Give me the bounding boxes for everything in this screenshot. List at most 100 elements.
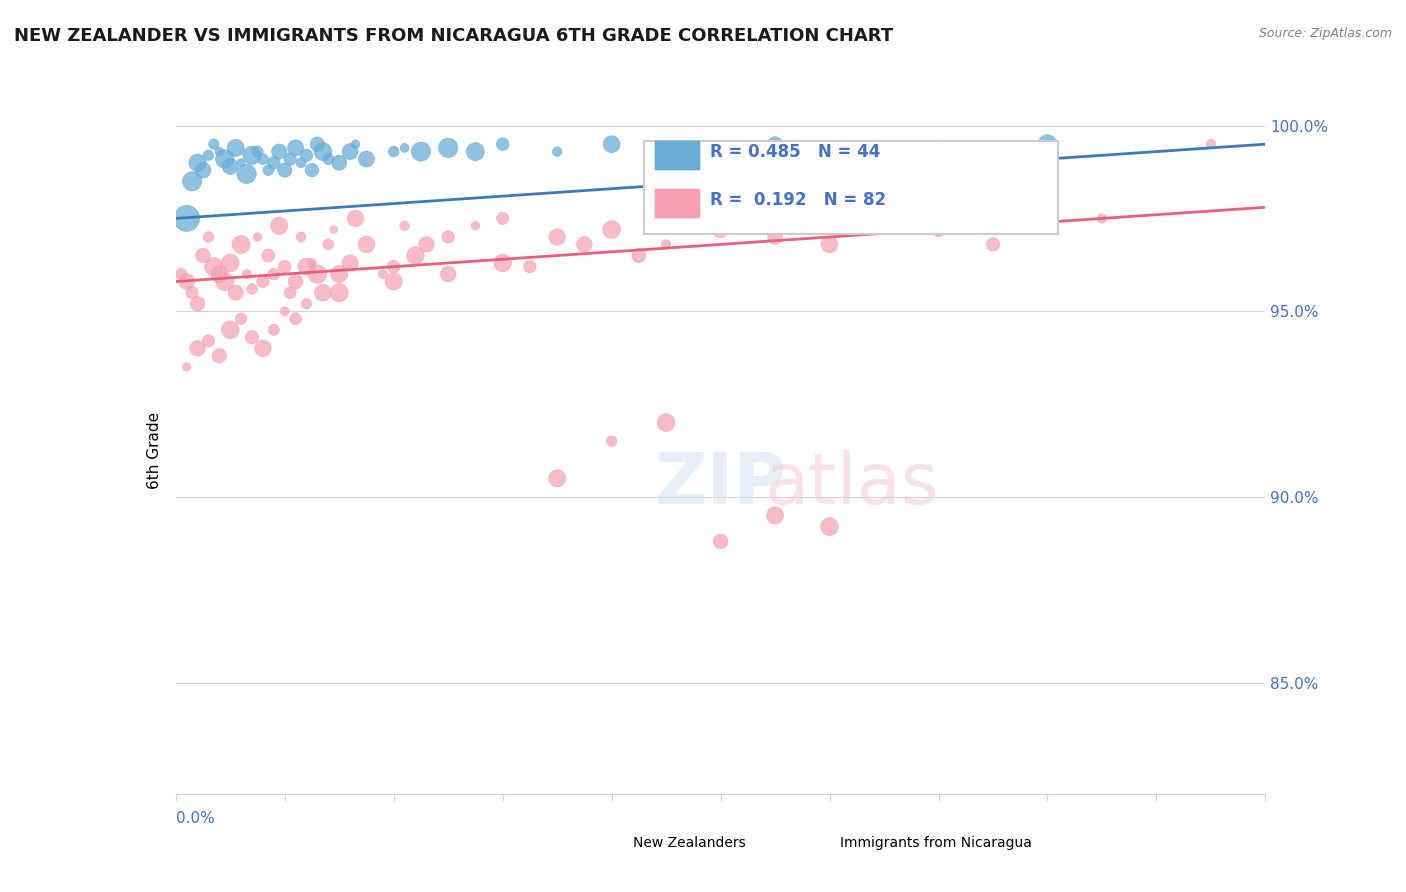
Point xyxy=(176,359,198,374)
Point xyxy=(318,152,340,166)
Point xyxy=(290,155,312,169)
Point xyxy=(464,145,486,159)
Point xyxy=(382,275,405,289)
Point xyxy=(191,163,214,178)
Point xyxy=(394,141,416,155)
Text: R =  0.192   N = 82: R = 0.192 N = 82 xyxy=(710,191,886,209)
Point xyxy=(240,330,263,344)
Point xyxy=(356,152,378,166)
Text: R = 0.485   N = 44: R = 0.485 N = 44 xyxy=(710,143,880,161)
Point xyxy=(328,267,350,281)
Point xyxy=(710,222,733,236)
Text: New Zealanders: New Zealanders xyxy=(633,837,747,850)
Point xyxy=(600,222,623,236)
Point xyxy=(208,267,231,281)
Text: Immigrants from Nicaragua: Immigrants from Nicaragua xyxy=(841,837,1032,850)
Point xyxy=(208,145,231,159)
Point xyxy=(322,222,344,236)
Point xyxy=(225,141,247,155)
Point xyxy=(382,145,405,159)
Point xyxy=(627,248,650,262)
Point xyxy=(546,145,568,159)
Point xyxy=(382,260,405,274)
Point xyxy=(176,275,198,289)
Point xyxy=(295,148,318,162)
Point xyxy=(437,230,460,244)
FancyBboxPatch shape xyxy=(644,141,1059,234)
Point xyxy=(284,275,307,289)
Point xyxy=(274,260,297,274)
Point xyxy=(263,155,285,169)
Text: R = 0.485   N = 44: R = 0.485 N = 44 xyxy=(710,143,880,161)
Point xyxy=(574,237,596,252)
Point xyxy=(214,152,236,166)
Point xyxy=(274,163,297,178)
Point xyxy=(600,434,623,449)
Point xyxy=(437,267,460,281)
Point xyxy=(219,323,242,337)
Point xyxy=(312,285,335,300)
Point xyxy=(981,237,1004,252)
Point xyxy=(546,230,568,244)
Point xyxy=(231,311,253,326)
Point xyxy=(328,155,350,169)
Point xyxy=(492,211,515,226)
Point xyxy=(928,222,950,236)
Point xyxy=(301,163,323,178)
Point xyxy=(235,267,257,281)
Point xyxy=(394,219,416,233)
Point xyxy=(344,211,367,226)
Point xyxy=(252,275,274,289)
Point xyxy=(278,152,301,166)
Point xyxy=(252,152,274,166)
Point xyxy=(763,508,786,523)
Point xyxy=(818,519,841,533)
Point xyxy=(339,256,361,270)
Point xyxy=(600,137,623,152)
Point xyxy=(437,141,460,155)
Point xyxy=(318,237,340,252)
Point xyxy=(1091,211,1114,226)
Point xyxy=(307,267,329,281)
Point xyxy=(197,148,219,162)
Point xyxy=(202,137,225,152)
FancyBboxPatch shape xyxy=(655,141,699,169)
Point xyxy=(246,230,269,244)
Point xyxy=(186,342,209,356)
Point xyxy=(284,311,307,326)
Point xyxy=(405,248,427,262)
Point xyxy=(214,275,236,289)
Point xyxy=(208,349,231,363)
Point xyxy=(655,237,678,252)
Point xyxy=(269,145,291,159)
Point xyxy=(295,260,318,274)
Point xyxy=(284,141,307,155)
FancyBboxPatch shape xyxy=(655,189,699,217)
Point xyxy=(176,211,198,226)
Point xyxy=(290,230,312,244)
Text: R =  0.192   N = 82: R = 0.192 N = 82 xyxy=(710,191,886,209)
Point xyxy=(710,141,733,155)
Point xyxy=(231,155,253,169)
Point xyxy=(464,219,486,233)
Point xyxy=(312,145,335,159)
Point xyxy=(763,137,786,152)
Point xyxy=(231,237,253,252)
Point xyxy=(546,471,568,485)
Point xyxy=(278,285,301,300)
Point xyxy=(655,416,678,430)
Point xyxy=(301,256,323,270)
Point xyxy=(269,219,291,233)
Point xyxy=(928,137,950,152)
Point xyxy=(252,342,274,356)
Point xyxy=(818,237,841,252)
Point xyxy=(225,285,247,300)
Point xyxy=(307,137,329,152)
Point xyxy=(240,148,263,162)
Point xyxy=(415,237,437,252)
Point xyxy=(339,145,361,159)
Point xyxy=(263,267,285,281)
Point xyxy=(219,160,242,174)
Point xyxy=(170,267,193,281)
Point xyxy=(257,248,280,262)
